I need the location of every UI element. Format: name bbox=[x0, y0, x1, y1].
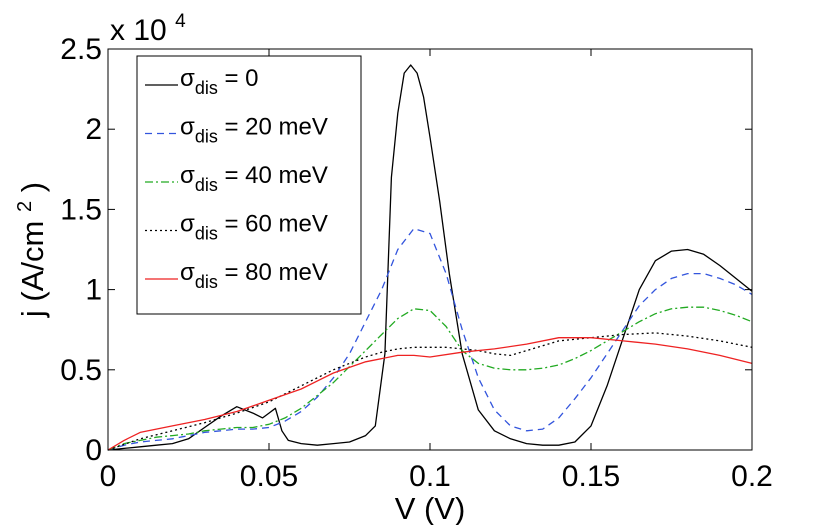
legend-symbol: σ bbox=[180, 162, 195, 189]
legend-value: = 20 meV bbox=[218, 114, 328, 141]
legend-label-0: σdis = 0 bbox=[180, 65, 259, 98]
legend-subscript: dis bbox=[195, 78, 218, 98]
legend-value: = 60 meV bbox=[218, 211, 328, 238]
legend-label-3: σdis = 60 meV bbox=[180, 211, 328, 244]
legend-symbol: σ bbox=[180, 259, 195, 286]
x-tick-label: 0.15 bbox=[562, 460, 620, 493]
y-axis-label-close: ) bbox=[15, 182, 50, 192]
x-tick-label: 0.2 bbox=[731, 460, 773, 493]
legend-subscript: dis bbox=[195, 175, 218, 195]
series-layer bbox=[107, 64, 753, 451]
legend-symbol: σ bbox=[180, 65, 195, 92]
y-tick-label: 1.5 bbox=[60, 193, 102, 226]
legend-value: = 0 bbox=[218, 65, 259, 92]
legend-symbol: σ bbox=[180, 114, 195, 141]
series-line-2 bbox=[107, 306, 753, 451]
series-line-1 bbox=[107, 227, 753, 451]
y-axis-label-main: j (A/cm bbox=[15, 221, 50, 318]
series-line-4 bbox=[107, 337, 753, 451]
legend-subscript: dis bbox=[195, 224, 218, 244]
legend-symbol: σ bbox=[180, 211, 195, 238]
legend-value: = 40 meV bbox=[218, 162, 328, 189]
legend-label-1: σdis = 20 meV bbox=[180, 114, 328, 147]
legend-subscript: dis bbox=[195, 127, 218, 147]
y-axis-label-superscript: 2 bbox=[14, 201, 36, 212]
y-tick-label: 2.5 bbox=[60, 33, 102, 66]
legend-label-2: σdis = 40 meV bbox=[180, 162, 328, 195]
y-axis-multiplier: x 10 4 bbox=[110, 11, 186, 47]
y-tick-label: 0.5 bbox=[60, 354, 102, 387]
y-tick-label: 0 bbox=[85, 434, 102, 467]
x-axis-label: V (V) bbox=[395, 491, 466, 525]
y-tick-label: 1 bbox=[85, 274, 102, 307]
x-tick-label: 0.05 bbox=[240, 460, 298, 493]
series-line-3 bbox=[107, 332, 753, 451]
series-line-0 bbox=[107, 64, 753, 451]
y-axis-label: j (A/cm 2 ) bbox=[3, 182, 50, 318]
y-tick-label: 2 bbox=[85, 113, 102, 146]
legend-value: = 80 meV bbox=[218, 259, 328, 286]
ticks-layer: 0 0.05 0.1 0.15 0.2 0 0.5 1 1.5 2 2.5 bbox=[60, 33, 773, 493]
legend-label-4: σdis = 80 meV bbox=[180, 259, 328, 292]
legend-box bbox=[136, 55, 362, 315]
x-tick-label: 0.1 bbox=[409, 460, 451, 493]
x-tick-label: 0 bbox=[100, 460, 117, 493]
y-axis-multiplier-exponent: 4 bbox=[175, 11, 186, 32]
y-axis-multiplier-base: x 10 bbox=[110, 14, 167, 47]
legend-subscript: dis bbox=[195, 272, 218, 292]
